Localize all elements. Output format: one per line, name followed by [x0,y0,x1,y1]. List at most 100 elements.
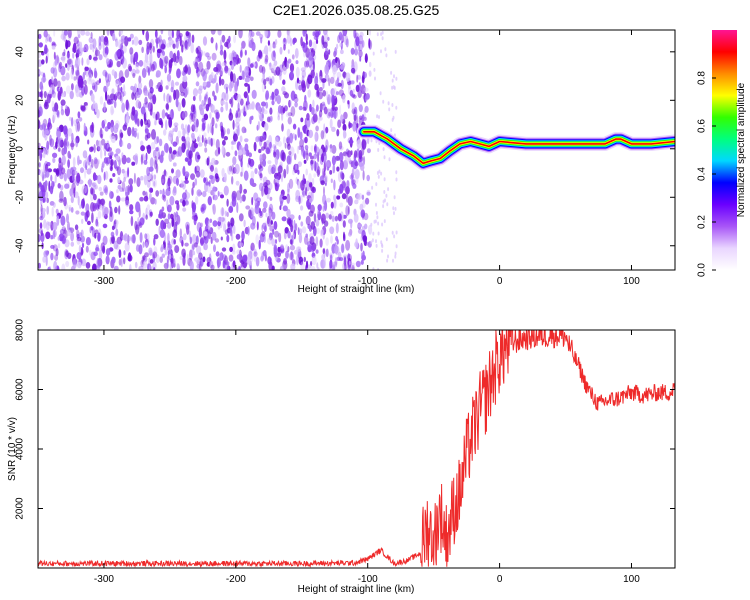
noise-dot [125,101,130,112]
noise-dot [320,180,326,186]
noise-dot [108,200,112,209]
noise-dot [274,88,279,97]
noise-dot [333,198,337,209]
noise-dot [308,152,312,157]
noise-dot [332,65,337,75]
noise-dot [194,178,198,186]
noise-dot [320,228,324,236]
noise-dot [164,55,169,64]
noise-dot [183,233,187,241]
noise-dot [153,234,159,240]
noise-dot [143,159,148,165]
noise-dot [311,252,316,258]
noise-dot [294,163,297,170]
noise-dot [175,169,181,178]
noise-dot [283,38,286,43]
noise-dot [371,238,374,243]
noise-dot [368,39,373,50]
noise-dot [191,243,195,252]
noise-dot [161,194,165,201]
noise-dot [333,194,336,201]
noise-dot [105,255,110,265]
noise-dot [94,184,99,190]
noise-dot [63,172,67,182]
noise-dot [192,250,196,256]
noise-dot [52,229,56,240]
spectrogram-y-tick-label: 20 [15,94,26,106]
noise-dot [244,66,249,76]
noise-dot [174,125,178,133]
noise-dot [113,100,117,109]
noise-dot [59,61,63,70]
noise-dot [41,59,45,65]
noise-dot [71,83,74,91]
noise-dot [90,158,94,168]
noise-dot [149,42,153,49]
noise-dot [77,111,81,119]
noise-dot [386,202,389,207]
noise-dot [230,141,234,146]
noise-dot [342,129,346,139]
noise-dot [262,222,267,230]
noise-dot [154,30,158,38]
noise-dot [236,93,242,103]
noise-dot [81,47,86,52]
noise-dot [210,264,215,270]
noise-dot [308,173,312,184]
noise-dot [225,86,228,94]
noise-dot [219,49,224,56]
noise-dot [182,207,187,212]
noise-dot [136,177,141,188]
noise-dot [164,218,170,225]
noise-dot [201,203,207,211]
noise-dot [282,205,288,212]
noise-dot [282,79,286,85]
noise-dot [123,176,126,183]
noise-dot [344,35,349,46]
noise-dot [232,260,236,268]
noise-dot [312,60,315,72]
noise-dot [41,171,45,182]
noise-dot [235,180,240,186]
noise-dot [101,161,105,169]
noise-dot [82,71,86,81]
noise-dot [195,196,199,205]
noise-dot [60,209,63,216]
noise-dot [103,171,106,181]
snr-y-tick-label: 8000 [15,318,26,341]
colorbar-ticks: 0.00.20.40.60.8 [697,71,716,277]
noise-dot [299,139,304,148]
noise-dot [113,265,119,270]
noise-dot [147,263,150,270]
noise-dot [200,222,203,228]
noise-dot [145,89,150,97]
noise-dot [49,138,55,148]
noise-dot [259,33,264,40]
noise-dot [271,63,276,72]
noise-dot [385,237,388,242]
noise-dot [286,193,291,204]
noise-dot [326,197,331,203]
noise-dot [364,53,368,64]
noise-dot [56,215,60,227]
noise-dot [149,249,153,256]
noise-dot [360,235,363,242]
noise-dot [164,65,167,74]
noise-dot [298,79,301,85]
noise-dot [289,63,295,73]
noise-dot [104,150,107,157]
noise-dot [160,79,163,86]
noise-dot [198,61,204,73]
noise-dot [116,91,122,100]
noise-dot [145,214,148,220]
noise-dot [162,50,165,56]
noise-dot [325,160,332,169]
noise-dot [287,246,290,253]
noise-dot [194,118,199,128]
noise-dot [187,160,192,166]
spectrogram-x-label: Height of straight line (km) [298,284,415,295]
noise-dot [104,53,108,59]
noise-dot [38,103,42,109]
noise-dot [340,114,344,123]
